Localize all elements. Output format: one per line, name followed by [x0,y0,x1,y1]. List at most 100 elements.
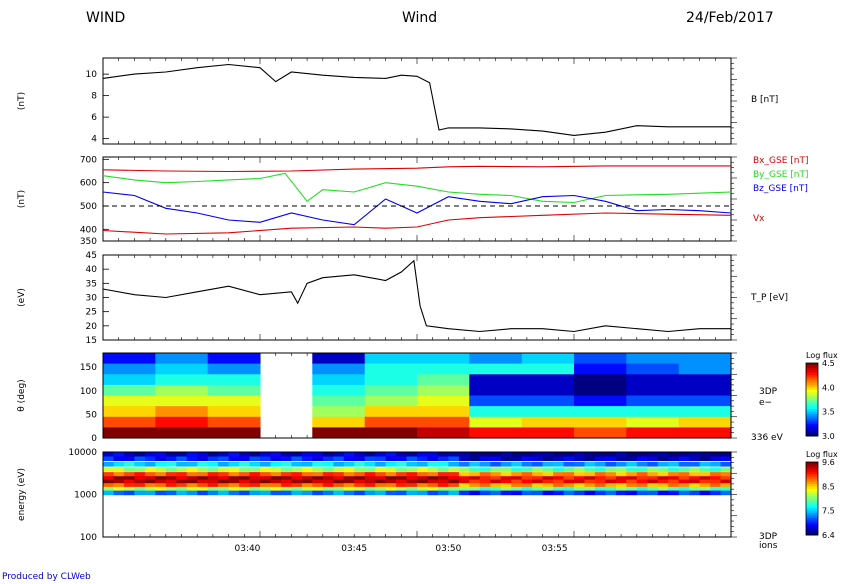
spectrogram-cell [385,486,397,492]
colorbar-title: Log flux [806,351,838,360]
spectrogram-cell [113,479,125,485]
spectrogram-cell [291,476,303,481]
spectrogram-cell [448,490,460,496]
spectrogram-cell [605,476,617,481]
heatmap-cell [574,406,627,418]
spectrogram-cell [574,490,585,496]
y-tick-label: 6 [91,113,97,123]
spectrogram-cell [333,490,345,496]
spectrogram-cell [689,472,700,477]
spectrogram-cell [322,472,334,477]
spectrogram-cell [511,483,523,488]
spectrogram-cell [270,451,282,457]
spectrogram-cell [720,462,732,467]
spectrogram-cell [375,483,386,488]
spectrogram-cell [207,479,219,485]
spectrogram-cell [427,486,439,492]
spectrogram-cell [574,472,585,477]
heatmap-cell [103,427,156,439]
spectrogram-cell [385,490,397,496]
spectrogram-cell [186,467,198,472]
spectrogram-cell [594,486,606,492]
heatmap-cell [103,416,156,428]
spectrogram-cell [176,467,188,472]
spectrogram-cell [249,490,261,496]
colorbar-band [806,498,818,502]
spectrogram-cell [291,456,303,462]
spectrogram-cell [500,476,512,481]
spectrogram-cell [144,483,156,488]
spectrogram-cell [260,483,271,488]
y-tick-label: 600 [80,179,97,189]
spectrogram-cell [710,462,721,467]
spectrogram-cell [123,451,135,457]
spectrogram-cell [134,479,146,485]
spectrogram-cell [563,467,575,472]
spectrogram-cell [406,462,418,467]
spectrogram-cell [647,479,659,485]
spectrogram-cell [134,472,146,477]
spectrogram-cell [375,456,386,462]
spectrogram-cell [490,483,502,488]
spectrogram-cell [396,476,407,481]
spectrogram-cell [123,479,135,485]
spectrogram-cell [249,486,261,492]
heatmap-cell [678,395,732,407]
y-tick-label: 350 [80,237,97,247]
heatmap-cell [155,384,209,397]
spectrogram-cell [260,456,271,462]
spectrogram-cell [186,490,198,496]
spectrogram-cell [563,490,575,496]
heatmap-cell [417,374,470,386]
spectrogram-cell [155,479,167,485]
spectrogram-cell [123,462,135,467]
spectrogram-cell [322,486,334,492]
spectrogram-cell [605,451,617,457]
spectrogram-cell [354,451,366,457]
spectrogram-cell [396,486,407,492]
heatmap-cell [574,416,627,428]
spectrogram-cell [720,476,732,481]
spectrogram-cell [322,476,334,481]
heatmap-cell [155,363,209,375]
spectrogram-cell [615,490,627,496]
y-tick-label: 100 [80,387,97,397]
heatmap-cell [417,363,470,375]
spectrogram-cell [521,490,533,496]
spectrogram-cell [207,486,219,492]
spectrogram-cell [417,479,428,485]
spectrogram-cell [385,456,397,462]
spectrogram-cell [291,462,303,467]
spectrogram-cell [626,462,638,467]
spectrogram-cell [615,451,627,457]
spectrogram-cell [291,479,303,485]
spectrogram-cell [343,490,355,496]
spectrogram-cell [165,472,177,477]
heatmap-cell [155,427,209,439]
spectrogram-cell [563,483,575,488]
time-tick-label: 03:55 [542,544,568,554]
colorbar-band [806,421,818,425]
spectrogram-cell [584,472,596,477]
spectrogram-cell [437,490,449,496]
spectrogram-cell [699,451,711,457]
spectrogram-cell [228,479,240,485]
spectrogram-cell [720,451,732,457]
spectrogram-cell [458,467,470,472]
spectrogram-cell [511,456,523,462]
heatmap-cell [364,406,418,418]
y-tick-label: 500 [80,202,97,212]
spectrogram-cell [678,476,690,481]
y-axis-label: (eV) [17,288,27,307]
colorbar-band [806,433,818,437]
spectrogram-cell [521,472,533,477]
spectrogram-cell [542,451,554,457]
spectrogram-cell [291,490,303,496]
spectrogram-cell [448,483,460,488]
spectrogram-cell [176,490,188,496]
spectrogram-cell [260,462,271,467]
spectrogram-cell [605,456,617,462]
spectrogram-cell [657,490,669,496]
spectrogram-cell [458,462,470,467]
colorbar-band [806,382,818,386]
